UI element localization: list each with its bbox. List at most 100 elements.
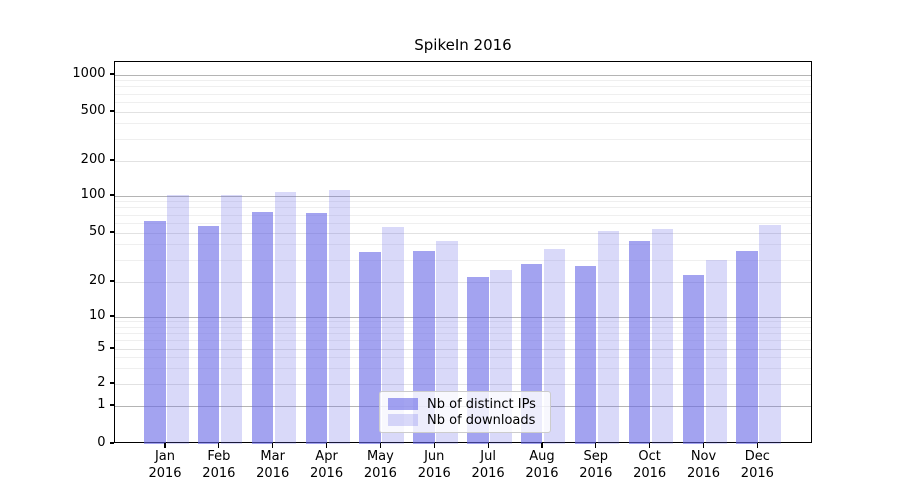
bar-sep-downloads <box>597 230 620 444</box>
y-tick-label-2: 2 <box>97 375 106 390</box>
y-tick-mark-0 <box>109 442 114 444</box>
x-tick-label-sep: Sep 2016 <box>564 448 628 483</box>
x-tick-label-aug: Aug 2016 <box>510 448 574 483</box>
y-tick-label-200: 200 <box>80 152 106 167</box>
gridline-minor-8 <box>115 326 811 328</box>
legend-item-downloads: Nb of downloads <box>388 412 542 428</box>
gridline-minor-30 <box>115 259 811 261</box>
x-tick-label-oct: Oct 2016 <box>618 448 682 483</box>
x-tick-label-month: Mar <box>260 448 285 464</box>
x-tick-label-year: 2016 <box>363 466 397 481</box>
x-tick-label-year: 2016 <box>471 466 505 481</box>
x-tick-label-feb: Feb 2016 <box>187 448 251 483</box>
x-tick-label-month: Oct <box>638 448 661 464</box>
legend: Nb of distinct IPs Nb of downloads <box>379 391 551 433</box>
x-tick-label-jan: Jan 2016 <box>133 448 197 483</box>
x-tick-label-month: Dec <box>744 448 770 464</box>
gridline-minor-70 <box>115 214 811 216</box>
bar-jan-downloads <box>167 195 189 444</box>
gridline-minor-3 <box>115 368 811 369</box>
bar-oct-downloads <box>651 228 674 444</box>
gridline-2 <box>115 383 811 385</box>
gridline-major-1000 <box>115 74 811 76</box>
gridline-minor-4 <box>115 357 811 359</box>
legend-swatch-downloads <box>388 414 418 426</box>
x-tick-mark-sep <box>595 443 597 448</box>
y-tick-label-20: 20 <box>88 273 106 288</box>
y-tick-mark-5 <box>109 347 114 349</box>
gridline-200 <box>115 160 811 162</box>
x-tick-label-month: Sep <box>583 448 609 464</box>
x-tick-mark-mar <box>272 443 274 448</box>
x-tick-label-month: May <box>366 448 394 464</box>
x-tick-mark-may <box>379 443 381 448</box>
bar-oct-distinct-ips <box>628 241 651 444</box>
x-tick-label-apr: Apr 2016 <box>295 448 359 483</box>
x-tick-mark-jul <box>487 443 489 448</box>
gridline-major-100 <box>115 195 811 197</box>
gridline-minor-9 <box>115 321 811 323</box>
x-tick-label-jun: Jun 2016 <box>402 448 466 483</box>
legend-label-distinct-ips: Nb of distinct IPs <box>427 396 536 412</box>
y-tick-label-1: 1 <box>97 397 106 412</box>
legend-swatch-distinct-ips <box>388 398 418 410</box>
bar-feb-distinct-ips <box>197 226 220 444</box>
gridline-minor-7 <box>115 332 811 334</box>
y-tick-label-50: 50 <box>88 224 106 239</box>
bar-sep-distinct-ips <box>574 265 597 444</box>
gridline-20 <box>115 281 811 283</box>
x-tick-mark-dec <box>756 443 758 448</box>
bar-mar-downloads <box>274 192 297 444</box>
bar-jan-distinct-ips <box>144 220 166 444</box>
y-tick-mark-200 <box>109 159 114 161</box>
bar-may-downloads <box>382 226 404 444</box>
chart-title: SpikeIn 2016 <box>414 36 512 54</box>
gridline-500 <box>115 111 811 113</box>
bar-may-distinct-ips <box>359 252 381 444</box>
y-tick-mark-10 <box>109 315 114 317</box>
y-tick-label-100: 100 <box>80 187 106 202</box>
legend-label-downloads: Nb of downloads <box>427 412 536 428</box>
x-tick-label-month: Jul <box>480 448 496 464</box>
y-tick-label-10: 10 <box>88 308 106 323</box>
bar-nov-distinct-ips <box>682 274 704 444</box>
legend-item-distinct-ips: Nb of distinct IPs <box>388 396 542 412</box>
gridline-50 <box>115 232 811 234</box>
y-tick-label-1000: 1000 <box>72 66 106 81</box>
bar-mar-distinct-ips <box>251 212 274 444</box>
gridline-minor-6 <box>115 340 811 342</box>
bar-feb-downloads <box>220 194 243 444</box>
gridline-minor-40 <box>115 244 811 246</box>
gridline-major-10 <box>115 316 811 318</box>
x-tick-label-month: Feb <box>207 448 231 464</box>
x-tick-mark-nov <box>702 443 705 448</box>
y-tick-label-0: 0 <box>97 435 106 450</box>
bar-nov-downloads <box>705 260 727 444</box>
x-tick-mark-aug <box>541 443 543 448</box>
x-tick-label-year: 2016 <box>579 466 613 481</box>
y-tick-mark-20 <box>109 280 114 282</box>
x-tick-mark-feb <box>218 443 220 448</box>
x-tick-mark-oct <box>649 443 651 448</box>
x-tick-mark-apr <box>325 443 328 448</box>
gridline-minor-90 <box>115 201 811 203</box>
bar-apr-downloads <box>328 190 351 444</box>
x-tick-label-year: 2016 <box>202 466 236 481</box>
gridline-5 <box>115 348 811 350</box>
x-tick-label-year: 2016 <box>256 466 290 481</box>
bar-apr-distinct-ips <box>305 212 328 444</box>
x-tick-label-jul: Jul 2016 <box>456 448 520 483</box>
y-tick-label-500: 500 <box>80 103 106 118</box>
x-tick-label-year: 2016 <box>417 466 451 481</box>
y-tick-mark-1000 <box>109 73 114 75</box>
y-tick-mark-1 <box>109 404 114 406</box>
x-tick-label-year: 2016 <box>740 466 774 481</box>
gridline-minor-700 <box>115 93 811 95</box>
gridline-minor-900 <box>115 80 811 82</box>
gridline-minor-400 <box>115 123 811 125</box>
bar-dec-distinct-ips <box>736 250 758 444</box>
x-tick-label-month: Jan <box>154 448 176 464</box>
x-tick-label-month: Apr <box>315 448 338 464</box>
y-tick-mark-100 <box>109 194 114 196</box>
